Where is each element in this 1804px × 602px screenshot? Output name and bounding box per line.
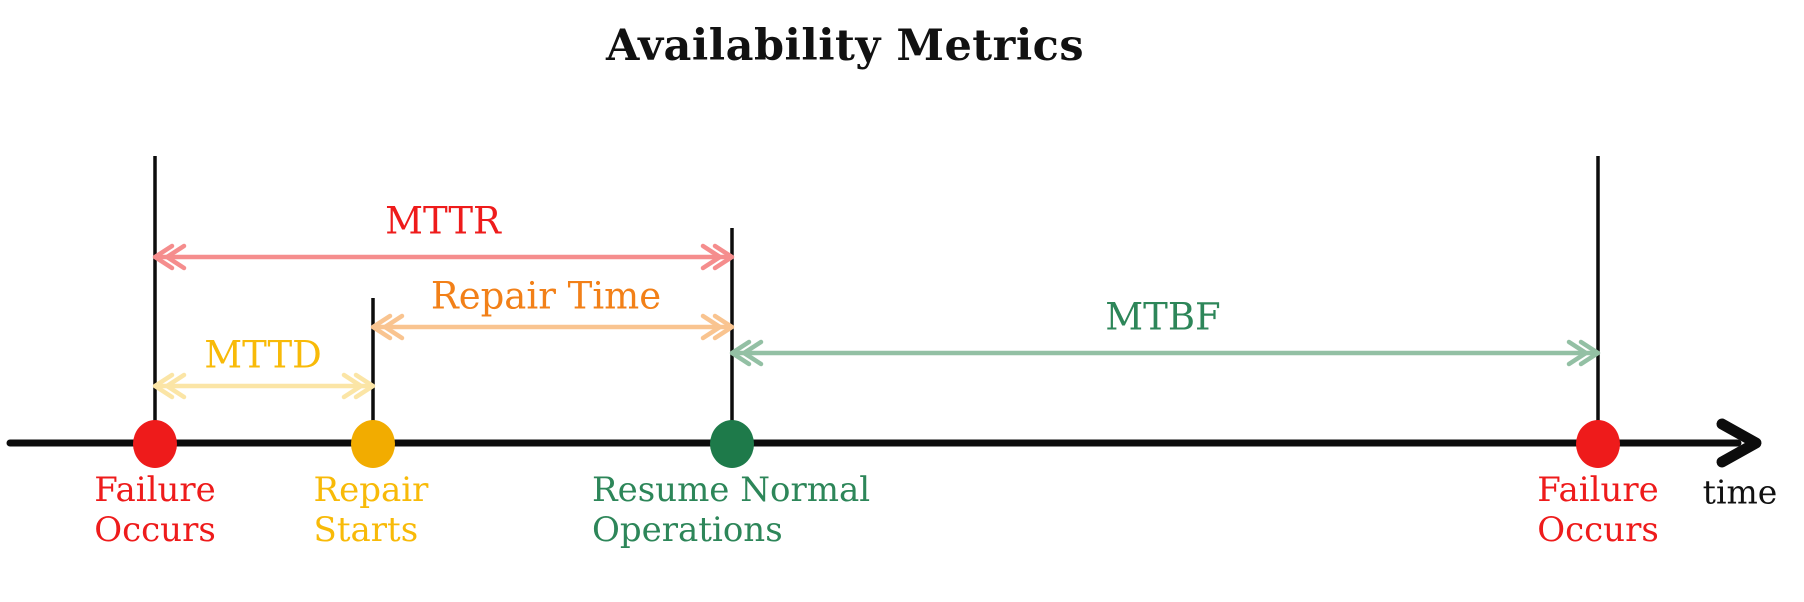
event-label-line: Failure bbox=[1537, 470, 1659, 510]
time-axis-arrowhead bbox=[1716, 418, 1762, 468]
span-arrow-mttr-right-arrowhead bbox=[700, 243, 723, 271]
event-label-line: Starts bbox=[313, 510, 419, 550]
event-dot-failure-2 bbox=[1576, 420, 1620, 468]
span-arrow-repair-time-left-arrowhead bbox=[370, 313, 393, 341]
event-label-line: Occurs bbox=[94, 510, 216, 550]
event-dot-resume-normal-operations bbox=[710, 420, 754, 468]
span-arrow-mttr-left-arrowhead bbox=[164, 243, 187, 271]
event-label-repair-starts: Repair Starts bbox=[314, 470, 429, 550]
span-arrow-mttd-left-arrowhead bbox=[152, 372, 175, 400]
span-label-mtbf: MTBF bbox=[1105, 295, 1221, 339]
event-label-resume-normal-operations: Resume Normal Operations bbox=[592, 470, 870, 550]
time-axis-label: time bbox=[1702, 472, 1778, 512]
event-label-failure-1: Failure Occurs bbox=[94, 470, 216, 550]
span-arrow-repair-time-right-arrowhead bbox=[700, 313, 723, 341]
event-label-failure-2: Failure Occurs bbox=[1537, 470, 1659, 550]
span-label-mttd: MTTD bbox=[204, 333, 322, 377]
event-label-line: Failure bbox=[94, 470, 216, 510]
span-arrow-mtbf-left-arrowhead bbox=[729, 339, 752, 367]
event-label-line: Occurs bbox=[1537, 510, 1659, 550]
span-arrow-mttd-left-arrowhead bbox=[164, 372, 187, 400]
event-label-line: Operations bbox=[592, 510, 783, 550]
event-dot-repair-starts bbox=[351, 420, 395, 468]
span-arrow-mttr-right-arrowhead bbox=[712, 243, 735, 271]
span-arrow-mttr-left-arrowhead bbox=[152, 243, 175, 271]
span-label-mttr: MTTR bbox=[385, 199, 501, 243]
span-arrow-mtbf-left-arrowhead bbox=[741, 339, 764, 367]
span-arrow-repair-time-left-arrowhead bbox=[382, 313, 405, 341]
span-arrow-mttd-right-arrowhead bbox=[353, 372, 376, 400]
span-arrow-mtbf-right-arrowhead bbox=[1578, 339, 1601, 367]
event-label-line: Resume Normal bbox=[592, 470, 871, 510]
event-dot-failure-1 bbox=[133, 420, 177, 468]
span-label-repair-time: Repair Time bbox=[430, 274, 662, 318]
event-label-line: Repair bbox=[313, 470, 429, 510]
span-arrow-mtbf-right-arrowhead bbox=[1566, 339, 1589, 367]
span-arrow-mttd-right-arrowhead bbox=[341, 372, 364, 400]
span-arrow-repair-time-right-arrowhead bbox=[712, 313, 735, 341]
figure-title: Availability Metrics bbox=[605, 21, 1085, 71]
